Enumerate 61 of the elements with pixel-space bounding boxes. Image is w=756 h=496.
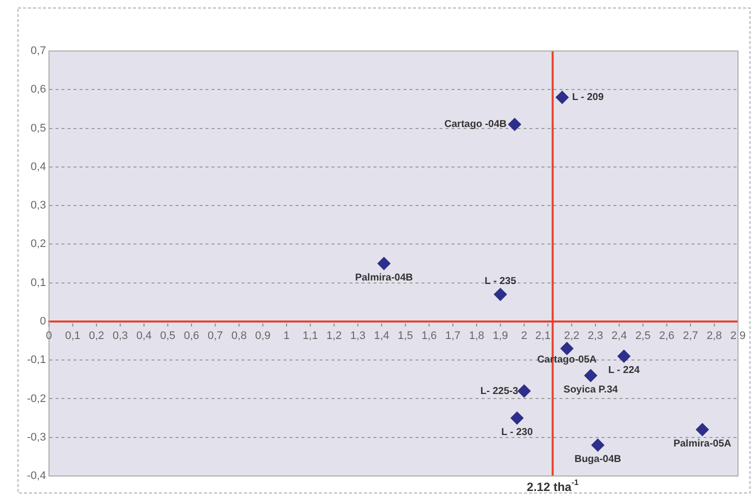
- x-tick-label: 1,6: [421, 330, 437, 342]
- x-tick-label: 0,3: [112, 330, 128, 342]
- point: [560, 342, 574, 355]
- point: [584, 369, 598, 382]
- y-tick-label: 0,1: [30, 276, 46, 289]
- x-tick-label: 1,2: [326, 330, 342, 342]
- series-label: L - 230: [501, 426, 534, 438]
- y-tick-label: 0,3: [30, 200, 46, 212]
- x-tick-label: 2,8: [706, 330, 722, 342]
- x-tick-label: 1,1: [302, 330, 318, 342]
- x-tick-label: 1,3: [350, 330, 366, 342]
- x-tick-label: 1,4: [374, 330, 390, 342]
- x-tick-label: 1: [283, 330, 290, 342]
- x-tick-label: 0,1: [65, 330, 80, 342]
- x-tick-label: 0,6: [184, 330, 200, 342]
- x-tick-label: 0,9: [255, 330, 270, 342]
- y-tick-label: 0,6: [30, 84, 46, 96]
- point: [696, 423, 709, 436]
- y-tick-label: -0,1: [26, 354, 46, 366]
- x-tick-label: 1,7: [445, 330, 461, 342]
- x-tick-label: 0,8: [231, 330, 247, 342]
- x-tick-label: 2,2: [564, 330, 580, 342]
- series-label: L - 224: [608, 364, 640, 376]
- x-tick-label: 2,5: [635, 330, 651, 342]
- point: [556, 90, 569, 104]
- x-tick-label: 0,5: [160, 330, 176, 342]
- series-label: L - 235: [484, 276, 517, 288]
- y-tick-label: -0,4: [26, 470, 46, 482]
- series-label: L - 209: [572, 92, 604, 104]
- point: [494, 288, 507, 301]
- y-tick-label: 0,5: [30, 122, 46, 134]
- y-tick-label: 0,7: [30, 45, 46, 58]
- series-label: Cartago -04B: [444, 119, 507, 130]
- x-tick-label: 2: [521, 330, 528, 342]
- x-tick-label: 2,4: [612, 330, 627, 342]
- x-tick-label: 2,3: [588, 330, 604, 342]
- x-tick-label: 0,2: [88, 330, 104, 342]
- series-label: Palmira-05A: [673, 438, 732, 450]
- point: [617, 350, 630, 363]
- series-label: Soyica P.34: [564, 384, 618, 396]
- x-tick-label: 2,6: [659, 330, 674, 342]
- x-tick-label: 2,7: [682, 330, 698, 342]
- series-label: L- 225-3: [480, 386, 519, 397]
- point: [518, 384, 531, 398]
- y-tick-label: 0,4: [30, 160, 46, 173]
- point: [377, 257, 390, 270]
- y-tick-label: 0,2: [30, 238, 46, 250]
- x-tick-label: 0,4: [136, 330, 152, 342]
- x-tick-label: 1,5: [398, 330, 414, 342]
- point: [508, 118, 522, 131]
- point: [510, 412, 524, 425]
- y-tick-label: -0,3: [26, 431, 46, 444]
- x-tick-label: 2,1: [535, 330, 551, 342]
- y-tick-label: -0,2: [26, 392, 46, 405]
- point: [591, 438, 604, 452]
- x-tick-label: 1,8: [468, 330, 484, 342]
- series-label: Buga-04B: [574, 454, 622, 465]
- x-tick-label: 0,7: [208, 330, 223, 342]
- y-tick-label: 0: [40, 315, 46, 328]
- x-tick-label: 1,9: [492, 330, 508, 342]
- series-label: Palmira-04B: [355, 272, 413, 284]
